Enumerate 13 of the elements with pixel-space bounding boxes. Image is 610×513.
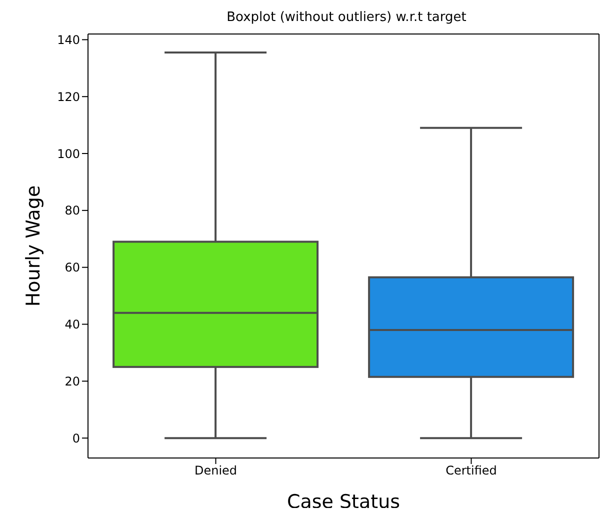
- y-axis-title: Hourly Wage: [22, 185, 45, 307]
- x-tick-label: Denied: [194, 464, 238, 478]
- x-tick-label: Certified: [446, 464, 497, 478]
- y-tick-label: 20: [64, 374, 80, 388]
- x-axis-title: Case Status: [286, 491, 400, 513]
- y-tick-label: 120: [57, 90, 80, 104]
- chart-title: Boxplot (without outliers) w.r.t target: [226, 10, 468, 25]
- y-tick-label: 40: [64, 318, 80, 332]
- y-tick-label: 80: [64, 204, 80, 218]
- y-tick-label: 100: [57, 146, 80, 161]
- y-tick-label: 60: [64, 260, 80, 275]
- y-tick-label: 0: [72, 431, 80, 446]
- y-tick-label: 140: [57, 32, 80, 47]
